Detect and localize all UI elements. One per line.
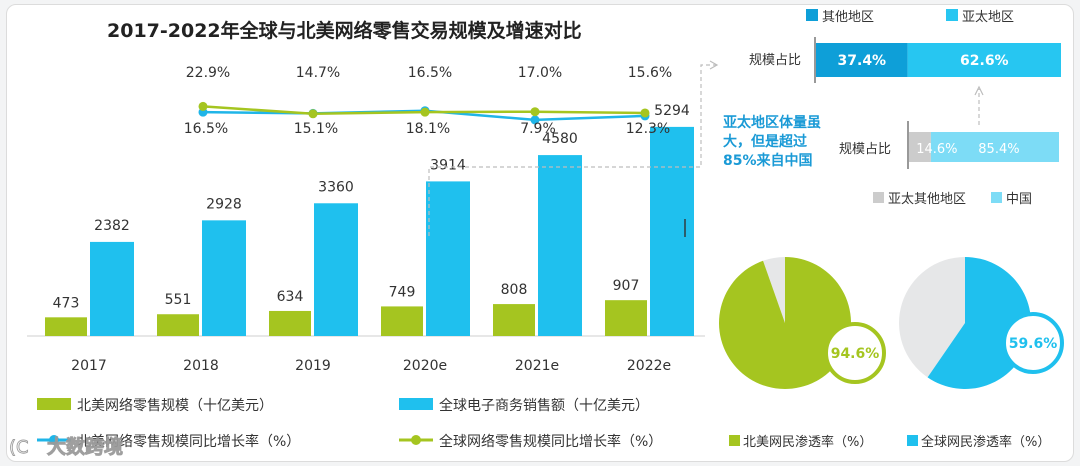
global-growth-label-3: 17.0% xyxy=(518,65,562,81)
global-bar-2022e xyxy=(650,126,694,337)
legend-swatch-global-penetration xyxy=(907,435,918,446)
pie-0-value-slice xyxy=(719,257,851,389)
annotation-line-2: 85%来自中国 xyxy=(723,152,813,169)
stacked-bar-2-apac-other xyxy=(909,132,931,162)
north-america-value-2022e: 907 xyxy=(613,278,640,294)
stacked-bar-2-label-apac-other: 14.6% xyxy=(916,142,957,157)
legend-label-china: 中国 xyxy=(1006,192,1032,207)
legend-label-global-penetration: 全球网民渗透率（%） xyxy=(921,434,1050,450)
connector-arrow-icon xyxy=(709,60,719,70)
global-bar-2019 xyxy=(314,203,358,336)
legend-marker-2 xyxy=(49,435,59,445)
legend-label-other-regions: 其他地区 xyxy=(822,10,874,25)
global-value-2022e: 5294 xyxy=(654,103,690,119)
global-bar-2018 xyxy=(202,220,246,336)
watermark-prefix: (C xyxy=(9,437,29,458)
global-growth-label-0: 22.9% xyxy=(186,65,230,81)
legend-label-2: 北美网络零售规模同比增长率（%） xyxy=(77,433,300,450)
pie-0-value-label: 94.6% xyxy=(831,346,880,362)
global-bar-2020e xyxy=(426,181,470,336)
pie-1-badge xyxy=(1002,312,1064,374)
pie-1-value-label: 59.6% xyxy=(1009,336,1058,352)
north-america-growth-label-1: 15.1% xyxy=(294,121,338,137)
chart-title: 2017-2022年全球与北美网络零售交易规模及增速对比 xyxy=(107,19,582,42)
x-tick-2022e: 2022e xyxy=(627,358,671,374)
legend-swatch-other-regions xyxy=(806,9,818,21)
global-growth-label-1: 14.7% xyxy=(296,65,340,81)
legend-swatch-china xyxy=(991,192,1002,203)
north-america-bar-2020e xyxy=(381,306,423,336)
stacked-bar-2-category: 规模占比 xyxy=(839,142,891,157)
up-arrow-icon xyxy=(974,85,984,96)
global-value-2021e: 4580 xyxy=(542,131,578,147)
global-growth-point-2 xyxy=(420,107,430,117)
legend-swatch-north-america-penetration xyxy=(729,435,740,446)
stacked-bar-2-china xyxy=(930,132,1059,162)
stacked-bar-1-label-other: 37.4% xyxy=(838,53,887,69)
global-growth-label-4: 15.6% xyxy=(628,65,672,81)
global-growth-point-1 xyxy=(308,109,318,119)
global-value-2020e: 3914 xyxy=(430,157,466,173)
legend-swatch-apac-other xyxy=(873,192,884,203)
global-value-2019: 3360 xyxy=(318,179,354,195)
global-growth-point-3 xyxy=(530,107,540,117)
connector-dashed-line xyxy=(428,64,717,236)
annotation-line-0: 亚太地区体量虽 xyxy=(723,114,821,131)
stacked-bar-1-label-apac: 62.6% xyxy=(960,53,1009,69)
x-tick-2017: 2017 xyxy=(71,358,107,374)
north-america-bar-2021e xyxy=(493,304,535,336)
legend-label-3: 全球网络零售规模同比增长率（%） xyxy=(439,433,662,450)
pie-1-remainder-slice xyxy=(899,257,965,378)
chart-canvas: 2017-2022年全球与北美网络零售交易规模及增速对比 473 2382 2017 5… xyxy=(9,9,1064,458)
stacked-bar-1-other-regions xyxy=(816,43,908,77)
legend-marker-3 xyxy=(411,435,421,445)
legend-label-apac-other: 亚太其他地区 xyxy=(888,192,966,207)
x-tick-2021e: 2021e xyxy=(515,358,559,374)
north-america-growth-label-4: 12.3% xyxy=(626,121,670,137)
x-tick-2020e: 2020e xyxy=(403,358,447,374)
pie-0-remainder-slice xyxy=(763,257,785,323)
x-tick-2019: 2019 xyxy=(295,358,331,374)
north-america-bar-2017 xyxy=(45,317,87,336)
legend-label-1: 全球电子商务销售额（十亿美元） xyxy=(439,397,649,414)
north-america-value-2020e: 749 xyxy=(389,284,416,300)
legend-label-0: 北美网络零售规模（十亿美元） xyxy=(77,398,273,414)
north-america-value-2017: 473 xyxy=(53,295,80,311)
pie-0-badge xyxy=(824,322,886,384)
global-growth-point-0 xyxy=(198,101,208,111)
north-america-growth-point-3 xyxy=(530,115,540,125)
annotation-line-1: 大，但是超过 xyxy=(723,133,807,150)
north-america-bar-2019 xyxy=(269,310,311,336)
north-america-bar-2022e xyxy=(605,300,647,336)
north-america-bar-2018 xyxy=(157,314,199,336)
global-value-2017: 2382 xyxy=(94,218,130,234)
north-america-growth-label-0: 16.5% xyxy=(184,121,228,137)
north-america-growth-label-3: 7.9% xyxy=(520,121,556,137)
stacked-bar-2-label-china: 85.4% xyxy=(978,142,1019,157)
watermark-text: 大数跨境 xyxy=(47,435,123,458)
global-bar-2021e xyxy=(538,155,582,336)
north-america-value-2018: 551 xyxy=(165,292,192,308)
legend-swatch-apac xyxy=(946,9,958,21)
chart-panel: 2017-2022年全球与北美网络零售交易规模及增速对比 473 2382 2017 5… xyxy=(6,4,1074,462)
global-value-2018: 2928 xyxy=(206,196,242,212)
legend-swatch-0 xyxy=(37,398,71,410)
stacked-bar-1-apac xyxy=(907,43,1061,77)
north-america-value-2021e: 808 xyxy=(501,282,528,298)
x-tick-2018: 2018 xyxy=(183,358,219,374)
legend-label-apac: 亚太地区 xyxy=(962,10,1014,25)
legend-label-north-america-penetration: 北美网民渗透率（%） xyxy=(743,434,872,450)
legend-swatch-1 xyxy=(399,398,433,410)
global-growth-label-2: 16.5% xyxy=(408,65,452,81)
north-america-value-2019: 634 xyxy=(277,289,304,305)
stacked-bar-1-category: 规模占比 xyxy=(749,53,801,68)
global-growth-point-4 xyxy=(640,108,650,118)
global-bar-2017 xyxy=(90,241,134,336)
north-america-growth-label-2: 18.1% xyxy=(406,121,450,137)
